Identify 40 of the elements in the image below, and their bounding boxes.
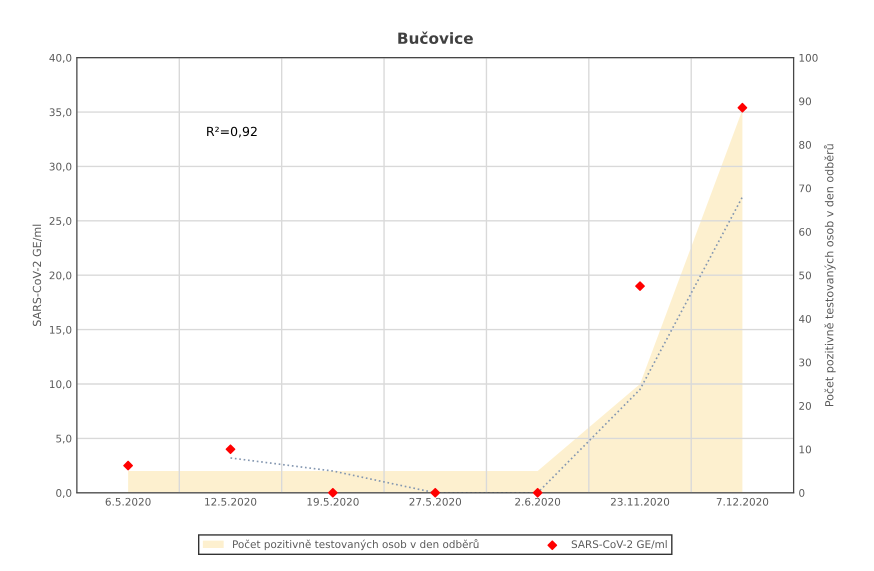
point xyxy=(430,488,440,498)
chart-title: Bučovice xyxy=(398,32,473,44)
y2-tick-label: 70 xyxy=(799,184,812,192)
y-tick-label: 10,0 xyxy=(50,380,72,390)
y2-tick-label: 100 xyxy=(800,54,818,62)
y-tick-label: 15,0 xyxy=(50,326,72,335)
point xyxy=(226,444,236,454)
y2-tick-label: 50 xyxy=(799,271,812,280)
x-tick-label: 12.5.2020 xyxy=(205,498,256,506)
x-tick-label: 2.6.2020 xyxy=(515,498,560,506)
y2-tick-label: 80 xyxy=(799,140,812,149)
y-tick-label: 0,0 xyxy=(56,489,72,498)
x-tick-label: 27.5.2020 xyxy=(410,498,462,506)
y2-tick-label: 60 xyxy=(799,228,812,236)
y2-axis-title: Počet pozitivně testovaných osob v den odběrů xyxy=(824,144,836,406)
point xyxy=(738,102,748,113)
y-tick-label: 40,0 xyxy=(49,54,72,63)
x-tick-label: 7.12.2020 xyxy=(716,498,768,506)
y-tick-label: 35,0 xyxy=(50,108,72,118)
y-tick-label: 20,0 xyxy=(50,271,72,280)
y2-tick-label: 10 xyxy=(800,445,812,454)
y-axis-title: SARS-CoV-2 GE/ml xyxy=(32,224,42,326)
x-tick-label: 19.5.2020 xyxy=(308,498,359,506)
y2-tick-label: 90 xyxy=(799,97,812,106)
point xyxy=(328,488,338,498)
x-tick-label: 6.5.2020 xyxy=(106,498,151,506)
y2-tick-label: 20 xyxy=(799,402,812,410)
x-tick-label: 23.11.2020 xyxy=(610,498,670,506)
point xyxy=(532,488,542,498)
point xyxy=(635,281,645,291)
y2-tick-label: 30 xyxy=(799,358,812,366)
y-tick-label: 5,0 xyxy=(56,434,72,444)
annotation: R²=0,92 xyxy=(207,126,257,138)
legend-label: Počet pozitivně testovaných osob v den odběrů xyxy=(233,539,478,550)
point xyxy=(123,460,133,470)
y-tick-label: 30,0 xyxy=(50,162,72,172)
y-tick-label: 25,0 xyxy=(50,217,72,226)
legend-label: SARS-CoV-2 GE/ml xyxy=(572,540,667,549)
y2-tick-label: 40 xyxy=(798,314,812,323)
y2-tick-label: 0 xyxy=(799,489,804,497)
